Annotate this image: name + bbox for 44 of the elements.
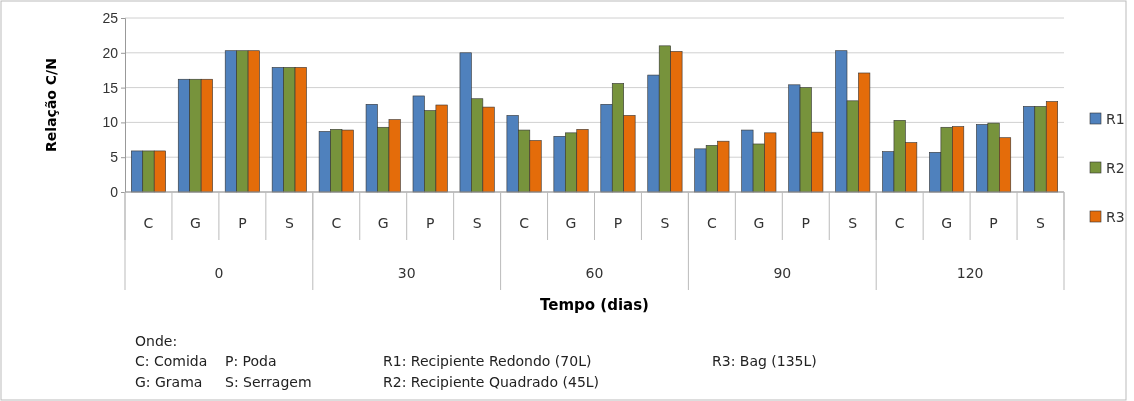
text: C: Comida <box>135 353 208 369</box>
x-tick-label: S <box>848 215 858 231</box>
x-tick-label: G <box>565 215 577 231</box>
x-tick-label: C <box>519 215 530 231</box>
y-tick-label: 10 <box>102 114 119 131</box>
text: G: Grama <box>135 374 203 390</box>
y-tick-label: 15 <box>102 79 119 96</box>
text: S: Serragem <box>225 374 312 390</box>
text: 60 <box>585 265 604 281</box>
x-tick-label: G <box>753 215 765 231</box>
text: 90 <box>773 265 792 281</box>
x-tick-label: C <box>143 215 154 231</box>
y-tick-label: 0 <box>110 183 119 200</box>
x-tick-label: P <box>989 215 998 231</box>
legend-label: R2 <box>1106 160 1125 176</box>
x-tick-label: P <box>613 215 623 231</box>
x-tick-label: P <box>238 215 247 231</box>
text: R2: Recipiente Quadrado (45L) <box>383 374 600 390</box>
x-tick-label: S <box>660 215 670 231</box>
x-tick-label: G <box>190 215 201 231</box>
x-tick-label: P <box>801 215 810 231</box>
legend-label: R1 <box>1106 111 1125 127</box>
x-tick-label: G <box>377 215 389 231</box>
text: R1: Recipiente Redondo (70L) <box>383 353 592 369</box>
x-tick-label: C <box>894 215 905 231</box>
x-tick-label: G <box>941 215 953 231</box>
text: 0 <box>214 265 224 281</box>
text: R3: Bag (135L) <box>712 353 817 369</box>
x-tick-label: P <box>425 215 435 231</box>
text: Onde: <box>135 333 178 349</box>
text: 30 <box>397 265 416 281</box>
y-tick-label: 25 <box>102 9 119 26</box>
y-tick-label: 5 <box>110 149 119 166</box>
x-tick-label: S <box>1036 215 1046 231</box>
x-tick-label: C <box>331 215 342 231</box>
y-axis-title: Relação C/N <box>43 58 59 152</box>
x-tick-label: S <box>472 215 482 231</box>
y-tick-label: 20 <box>102 44 119 61</box>
x-axis-title: Tempo (dias) <box>540 296 649 314</box>
x-tick-label: C <box>706 215 717 231</box>
x-tick-label: S <box>284 215 294 231</box>
legend-label: R3 <box>1106 209 1125 225</box>
text: P: Poda <box>225 353 277 369</box>
text: 120 <box>956 265 984 281</box>
